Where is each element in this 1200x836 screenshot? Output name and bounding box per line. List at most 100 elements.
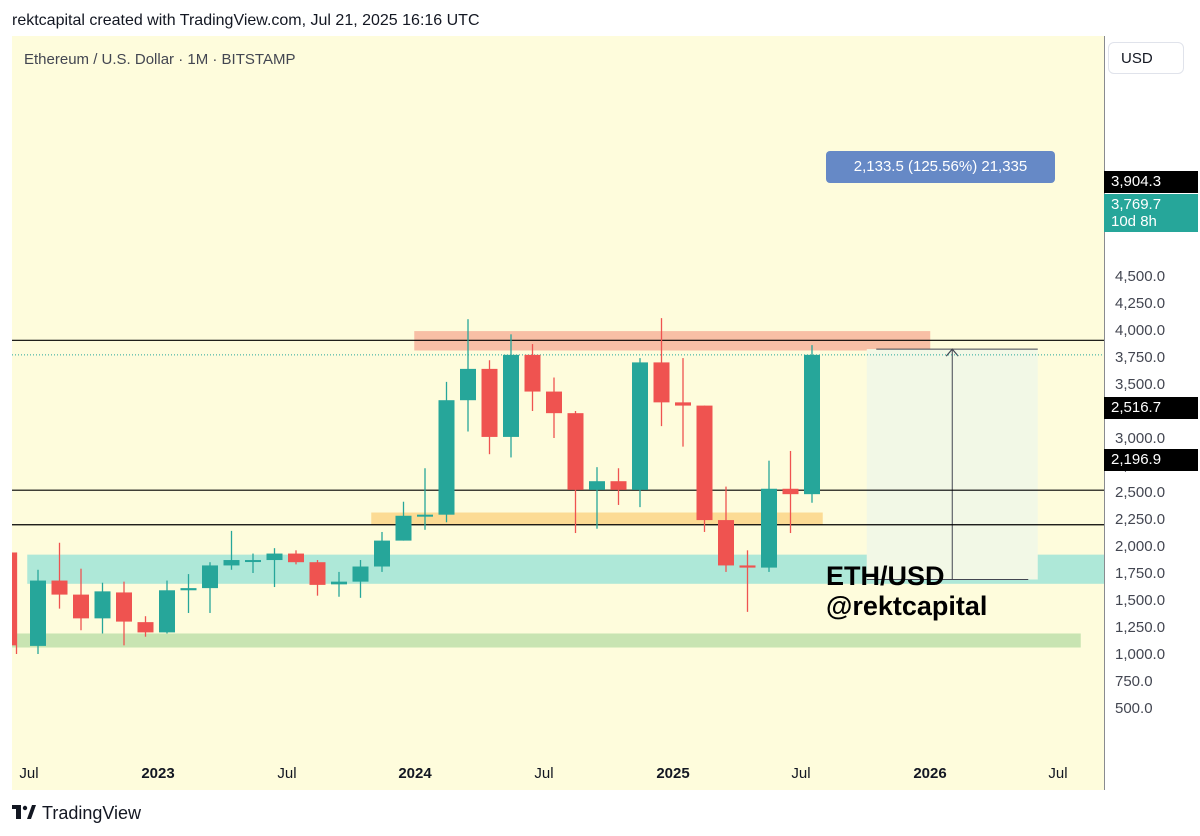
candle-body xyxy=(51,580,68,595)
candle[interactable] xyxy=(245,553,261,573)
candle-body xyxy=(94,591,111,619)
y-tick-label: 1,750.0 xyxy=(1115,565,1165,582)
candle[interactable] xyxy=(567,411,584,534)
candle-body xyxy=(739,565,756,568)
candle-body xyxy=(137,622,154,633)
candle[interactable] xyxy=(51,542,68,609)
level-tag-2196: 2,196.9 xyxy=(1104,449,1198,471)
candle-body xyxy=(73,594,89,619)
candle[interactable] xyxy=(675,358,691,447)
x-tick-label: 2025 xyxy=(656,765,689,782)
zone-support-green xyxy=(12,633,1081,648)
candle[interactable] xyxy=(309,560,326,596)
candle[interactable] xyxy=(159,580,175,634)
candle[interactable] xyxy=(352,560,369,598)
y-tick-label: 500.0 xyxy=(1115,700,1153,717)
tradingview-brand: TradingView xyxy=(42,803,142,823)
x-tick-label: Jul xyxy=(534,765,553,782)
candles-layer xyxy=(12,318,820,654)
candle[interactable] xyxy=(632,358,648,508)
x-tick-label: Jul xyxy=(1048,765,1067,782)
candle[interactable] xyxy=(481,360,498,455)
candle-body xyxy=(266,553,283,561)
y-axis-ticks: 4,500.04,250.04,000.03,750.03,500.03,250… xyxy=(1115,268,1165,717)
candle-body xyxy=(116,592,132,622)
lines-layer xyxy=(12,339,1104,526)
candle[interactable] xyxy=(610,468,627,505)
currency-button[interactable]: USD xyxy=(1108,42,1184,74)
candle[interactable] xyxy=(804,345,820,503)
measure-layer xyxy=(866,348,1038,580)
x-axis: Jul 2023 Jul 2024 Jul 2025 Jul 2026 Jul xyxy=(19,765,1067,782)
candle[interactable] xyxy=(266,548,283,588)
candle[interactable] xyxy=(460,319,476,432)
y-tick-label: 2,250.0 xyxy=(1115,511,1165,528)
candle[interactable] xyxy=(718,486,734,572)
candle[interactable] xyxy=(116,581,132,646)
symbol-title: Ethereum / U.S. Dollar · 1M · BITSTAMP xyxy=(24,51,296,68)
y-tick-label: 3,500.0 xyxy=(1115,376,1165,393)
candle-body xyxy=(610,481,627,490)
y-tick-label: 2,500.0 xyxy=(1115,484,1165,501)
y-tick-label: 3,000.0 xyxy=(1115,430,1165,447)
measure-arrow-head xyxy=(945,348,959,357)
candle-body xyxy=(417,514,433,517)
candle-body xyxy=(804,354,820,495)
level-tag-2516: 2,516.7 xyxy=(1104,397,1198,419)
candle-body xyxy=(245,560,261,563)
candle[interactable] xyxy=(30,569,46,654)
candle[interactable] xyxy=(696,405,713,532)
y-tick-label: 1,500.0 xyxy=(1115,592,1165,609)
candle[interactable] xyxy=(524,344,541,411)
candle-body xyxy=(331,581,347,585)
x-tick-label: 2024 xyxy=(398,765,432,782)
candle[interactable] xyxy=(73,568,89,631)
candle-body xyxy=(460,368,476,401)
x-tick-label: 2026 xyxy=(913,765,946,782)
watermark-author: @rektcapital xyxy=(826,591,988,621)
candle[interactable] xyxy=(417,468,433,530)
tradingview-footer[interactable]: TradingView xyxy=(12,803,141,824)
candle-body xyxy=(503,354,519,437)
candle[interactable] xyxy=(137,616,154,637)
candle-body xyxy=(546,391,562,414)
candle[interactable] xyxy=(395,501,412,541)
x-tick-label: 2023 xyxy=(141,765,174,782)
candle[interactable] xyxy=(12,552,18,654)
candle-body xyxy=(395,515,412,541)
candle[interactable] xyxy=(546,377,562,438)
candle-body xyxy=(782,488,799,495)
candle[interactable] xyxy=(653,318,670,427)
candle[interactable] xyxy=(503,334,519,458)
y-tick-label: 4,000.0 xyxy=(1115,322,1165,339)
x-tick-label: Jul xyxy=(19,765,38,782)
level-tag-3904: 3,904.3 xyxy=(1104,171,1198,193)
price-chart[interactable]: Jul 2023 Jul 2024 Jul 2025 Jul 2026 Jul xyxy=(12,36,1104,790)
candle[interactable] xyxy=(438,381,455,523)
current-price-value: 3,769.7 xyxy=(1111,196,1162,213)
candle[interactable] xyxy=(739,550,756,612)
candle[interactable] xyxy=(223,530,240,570)
candle-body xyxy=(653,362,670,403)
candle[interactable] xyxy=(288,550,304,565)
chart-credit: rektcapital created with TradingView.com… xyxy=(12,12,480,29)
candle-body xyxy=(481,368,498,437)
candle-body xyxy=(12,552,17,646)
y-tick-label: 750.0 xyxy=(1115,673,1153,690)
candle[interactable] xyxy=(331,571,347,597)
candle[interactable] xyxy=(782,450,799,534)
x-tick-label: Jul xyxy=(277,765,296,782)
price-axis[interactable]: 4,500.04,250.04,000.03,750.03,500.03,250… xyxy=(1104,36,1200,790)
candle[interactable] xyxy=(180,574,197,613)
candle-body xyxy=(180,588,197,591)
candle[interactable] xyxy=(94,582,111,634)
candle-body xyxy=(761,488,777,568)
candle-body xyxy=(438,400,455,515)
candle-body xyxy=(567,413,584,490)
y-tick-label: 2,000.0 xyxy=(1115,538,1165,555)
candle[interactable] xyxy=(374,531,390,572)
candle[interactable] xyxy=(202,562,218,613)
candle-body xyxy=(202,565,218,589)
candle[interactable] xyxy=(761,460,777,572)
candle[interactable] xyxy=(589,467,605,529)
